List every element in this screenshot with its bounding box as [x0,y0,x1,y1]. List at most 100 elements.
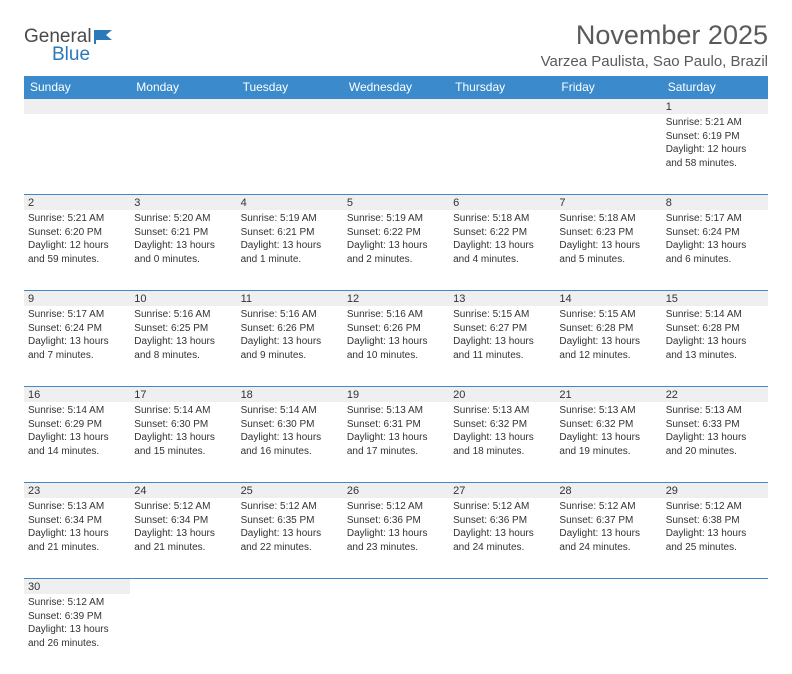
day-number-row: 16171819202122 [24,387,768,403]
sunrise-text: Sunrise: 5:15 AM [453,308,551,322]
day-cell: Sunrise: 5:13 AMSunset: 6:34 PMDaylight:… [24,498,130,579]
sunset-text: Sunset: 6:34 PM [28,514,126,528]
sunset-text: Sunset: 6:37 PM [559,514,657,528]
day-header: Friday [555,76,661,99]
day-number: 11 [237,291,343,307]
sunset-text: Sunset: 6:24 PM [666,226,764,240]
daylight-text: Daylight: 13 hours and 21 minutes. [134,527,232,554]
day-number [130,579,236,595]
sunrise-text: Sunrise: 5:16 AM [134,308,232,322]
day-cell: Sunrise: 5:12 AMSunset: 6:35 PMDaylight:… [237,498,343,579]
day-header: Tuesday [237,76,343,99]
day-cell: Sunrise: 5:12 AMSunset: 6:37 PMDaylight:… [555,498,661,579]
day-header: Monday [130,76,236,99]
day-number: 15 [662,291,768,307]
calendar-table: SundayMondayTuesdayWednesdayThursdayFrid… [24,76,768,674]
day-number-row: 1 [24,99,768,115]
daylight-text: Daylight: 13 hours and 12 minutes. [559,335,657,362]
calendar-week-row: Sunrise: 5:12 AMSunset: 6:39 PMDaylight:… [24,594,768,674]
sunrise-text: Sunrise: 5:18 AM [453,212,551,226]
day-cell: Sunrise: 5:15 AMSunset: 6:27 PMDaylight:… [449,306,555,387]
sunset-text: Sunset: 6:22 PM [453,226,551,240]
sunset-text: Sunset: 6:19 PM [666,130,764,144]
sunrise-text: Sunrise: 5:19 AM [347,212,445,226]
day-number: 23 [24,483,130,499]
day-cell: Sunrise: 5:21 AMSunset: 6:20 PMDaylight:… [24,210,130,291]
sunrise-text: Sunrise: 5:15 AM [559,308,657,322]
day-cell: Sunrise: 5:12 AMSunset: 6:34 PMDaylight:… [130,498,236,579]
calendar-week-row: Sunrise: 5:21 AMSunset: 6:20 PMDaylight:… [24,210,768,291]
day-cell [555,114,661,195]
sunset-text: Sunset: 6:36 PM [453,514,551,528]
daylight-text: Daylight: 13 hours and 16 minutes. [241,431,339,458]
day-header: Wednesday [343,76,449,99]
daylight-text: Daylight: 13 hours and 2 minutes. [347,239,445,266]
daylight-text: Daylight: 13 hours and 20 minutes. [666,431,764,458]
day-number: 4 [237,195,343,211]
sunrise-text: Sunrise: 5:19 AM [241,212,339,226]
daylight-text: Daylight: 13 hours and 23 minutes. [347,527,445,554]
day-cell: Sunrise: 5:13 AMSunset: 6:32 PMDaylight:… [449,402,555,483]
sunset-text: Sunset: 6:28 PM [559,322,657,336]
daylight-text: Daylight: 13 hours and 8 minutes. [134,335,232,362]
header: General Blue November 2025 Varzea Paulis… [24,20,768,70]
sunset-text: Sunset: 6:35 PM [241,514,339,528]
day-number: 29 [662,483,768,499]
day-number: 27 [449,483,555,499]
day-number: 8 [662,195,768,211]
daylight-text: Daylight: 13 hours and 18 minutes. [453,431,551,458]
day-cell [130,114,236,195]
sunrise-text: Sunrise: 5:14 AM [666,308,764,322]
day-number: 6 [449,195,555,211]
sunrise-text: Sunrise: 5:13 AM [666,404,764,418]
day-number: 25 [237,483,343,499]
day-number: 13 [449,291,555,307]
logo: General Blue [24,26,116,66]
day-number: 14 [555,291,661,307]
day-cell: Sunrise: 5:16 AMSunset: 6:26 PMDaylight:… [237,306,343,387]
day-cell: Sunrise: 5:14 AMSunset: 6:28 PMDaylight:… [662,306,768,387]
sunrise-text: Sunrise: 5:12 AM [28,596,126,610]
day-number: 28 [555,483,661,499]
sunset-text: Sunset: 6:22 PM [347,226,445,240]
daylight-text: Daylight: 13 hours and 11 minutes. [453,335,551,362]
sunset-text: Sunset: 6:25 PM [134,322,232,336]
sunset-text: Sunset: 6:38 PM [666,514,764,528]
sunset-text: Sunset: 6:30 PM [241,418,339,432]
calendar-week-row: Sunrise: 5:17 AMSunset: 6:24 PM Daylight:… [24,306,768,387]
sunrise-text: Sunrise: 5:18 AM [559,212,657,226]
sunset-text: Sunset: 6:36 PM [347,514,445,528]
day-number [237,99,343,115]
sunrise-text: Sunrise: 5:12 AM [559,500,657,514]
day-number [662,579,768,595]
day-cell [449,594,555,674]
sunrise-text: Sunrise: 5:13 AM [453,404,551,418]
daylight-text: Daylight: 13 hours and 9 minutes. [241,335,339,362]
day-cell: Sunrise: 5:20 AMSunset: 6:21 PMDaylight:… [130,210,236,291]
day-number: 19 [343,387,449,403]
sunrise-text: Sunrise: 5:13 AM [347,404,445,418]
day-cell: Sunrise: 5:13 AMSunset: 6:32 PMDaylight:… [555,402,661,483]
day-number: 2 [24,195,130,211]
day-cell: Sunrise: 5:16 AMSunset: 6:25 PMDaylight:… [130,306,236,387]
day-cell: Sunrise: 5:19 AMSunset: 6:21 PMDaylight:… [237,210,343,291]
sunrise-text: Sunrise: 5:12 AM [347,500,445,514]
sunrise-text: Sunrise: 5:17 AM [28,308,126,322]
daylight-text: Daylight: 12 hours and 59 minutes. [28,239,126,266]
day-number: 1 [662,99,768,115]
calendar-week-row: Sunrise: 5:13 AMSunset: 6:34 PMDaylight:… [24,498,768,579]
daylight-text: Daylight: 13 hours and 22 minutes. [241,527,339,554]
day-number [555,579,661,595]
sunset-text: Sunset: 6:34 PM [134,514,232,528]
day-cell [555,594,661,674]
day-number [24,99,130,115]
sunrise-text: Sunrise: 5:16 AM [347,308,445,322]
sunset-text: Sunset: 6:21 PM [241,226,339,240]
day-cell: Sunrise: 5:19 AMSunset: 6:22 PMDaylight:… [343,210,449,291]
day-cell: Sunrise: 5:14 AMSunset: 6:29 PMDaylight:… [24,402,130,483]
day-cell: Sunrise: 5:21 AMSunset: 6:19 PMDaylight:… [662,114,768,195]
day-cell: Sunrise: 5:15 AMSunset: 6:28 PMDaylight:… [555,306,661,387]
sunset-text: Sunset: 6:27 PM [453,322,551,336]
sunset-text: Sunset: 6:20 PM [28,226,126,240]
sunset-text: Sunset: 6:24 PM [28,322,126,336]
